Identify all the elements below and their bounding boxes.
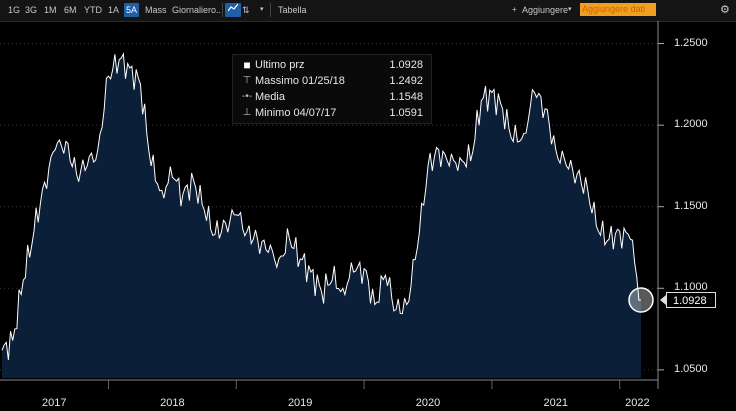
add-dropdown[interactable]: Aggiungere — [522, 5, 569, 15]
last-price-pointer — [660, 295, 666, 306]
period-1m[interactable]: 1M — [44, 5, 57, 15]
tooltip-row-average: -•- Media 1.1548 — [241, 91, 423, 103]
add-chevron-down-icon: ▾ — [568, 6, 572, 13]
last-price-label: 1.0928 — [666, 292, 716, 309]
x-ticks — [108, 380, 621, 389]
period-5a[interactable]: 5A — [124, 3, 140, 17]
table-button[interactable]: Tabella — [278, 5, 307, 15]
price-chart — [0, 21, 666, 389]
y-tick-label: 1.2000 — [674, 118, 708, 131]
gear-icon[interactable]: ⚙ — [720, 4, 730, 16]
x-tick-label: 2022 — [625, 397, 650, 409]
chart-style-icon[interactable]: ⇅ — [242, 5, 250, 15]
x-tick-label: 2018 — [160, 397, 185, 409]
tooltip-row-low: ⊥ Minimo 04/07/17 1.0591 — [242, 107, 423, 119]
low-marker-icon: ⊥ — [242, 107, 252, 118]
y-tick-label: 1.2500 — [674, 36, 708, 49]
tooltip-row-last: ■ Ultimo prz 1.0928 — [241, 57, 427, 73]
average-marker-icon: -•- — [241, 91, 253, 102]
add-icon[interactable]: + — [512, 5, 517, 14]
legend-tooltip: ■ Ultimo prz 1.0928 ⊤ Massimo 01/25/18 1… — [232, 54, 432, 124]
y-tick-label: 1.1000 — [674, 281, 708, 294]
y-tick-label: 1.1500 — [674, 199, 708, 212]
square-icon: ■ — [243, 58, 251, 72]
tooltip-row-high: ⊤ Massimo 01/25/18 1.2492 — [242, 75, 423, 87]
last-price-marker — [628, 287, 654, 313]
period-6m[interactable]: 6M — [64, 5, 77, 15]
chevron-down-icon[interactable]: ▾ — [260, 6, 264, 13]
period-1a[interactable]: 1A — [108, 5, 120, 15]
period-1g[interactable]: 1G — [8, 5, 21, 15]
toolbar: 1G 3G 1M 6M YTD 1A 5A Mass Giornaliero..… — [0, 0, 736, 22]
add-data-input[interactable]: Aggiungere dati — [580, 3, 656, 16]
x-tick-label: 2020 — [415, 397, 441, 409]
y-ticks — [658, 43, 664, 371]
high-marker-icon: ⊤ — [242, 75, 252, 86]
frequency-dropdown[interactable]: Giornaliero.. — [172, 5, 222, 15]
period-max[interactable]: Mass — [145, 5, 167, 15]
period-3g[interactable]: 3G — [25, 5, 38, 15]
period-ytd[interactable]: YTD — [84, 5, 102, 15]
price-line — [1, 52, 642, 360]
x-tick-label: 2021 — [543, 397, 569, 409]
x-tick-label: 2017 — [42, 397, 67, 409]
y-tick-label: 1.0500 — [674, 362, 708, 375]
x-tick-label: 2019 — [287, 397, 313, 409]
line-chart-icon[interactable] — [225, 3, 241, 17]
price-area — [2, 53, 641, 379]
